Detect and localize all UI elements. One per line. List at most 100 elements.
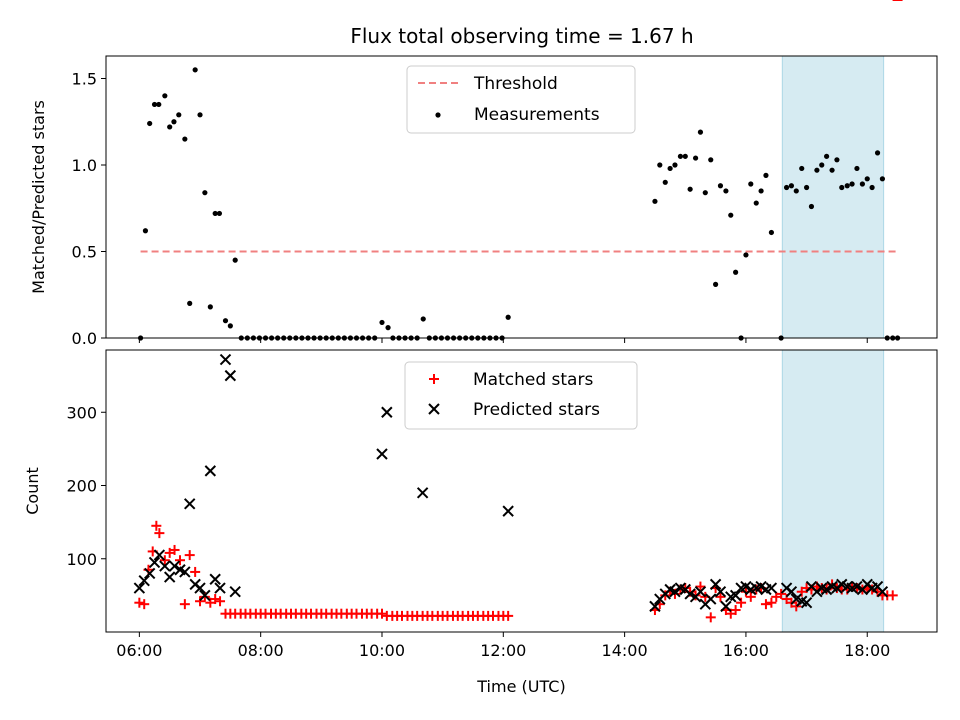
measurement-point — [763, 172, 769, 178]
matched-point — [175, 555, 186, 566]
matched-point — [766, 597, 777, 608]
measurement-point — [652, 198, 658, 204]
bottom-legend-box — [404, 361, 638, 430]
y-tick-label: 1.0 — [72, 156, 97, 175]
bottom-y-axis-label: Count — [23, 467, 42, 515]
bottom-panel-frame — [105, 349, 938, 633]
highlight-span — [781, 55, 885, 339]
legend-measurements-swatch — [435, 112, 441, 118]
matched-point — [199, 591, 210, 602]
measurement-point — [156, 101, 162, 108]
measurement-point — [799, 165, 805, 172]
matched-point — [887, 590, 898, 601]
measurement-point — [687, 186, 693, 192]
measurement-point — [793, 188, 799, 194]
matched-point — [503, 610, 514, 621]
measurement-point — [677, 153, 684, 159]
measurement-point — [232, 257, 238, 263]
matched-point — [695, 581, 706, 592]
matched-point — [736, 597, 747, 608]
measurement-point — [717, 183, 724, 189]
measurement-points — [137, 67, 901, 341]
measurement-point — [713, 281, 719, 287]
measurement-point — [216, 210, 223, 217]
measurement-point — [834, 157, 840, 163]
bottom-panel: 100 200 300 06:00 08:00 10:00 12:00 14:00 16:00… — [23, 0, 938, 696]
measurement-point — [142, 228, 149, 234]
predicted-point — [684, 588, 696, 600]
x-tick-label: 12:00 — [480, 641, 526, 660]
chart-title: Flux total observing time = 1.67 h — [350, 24, 693, 48]
measurement-point — [733, 269, 739, 275]
x-tick-label: 06:00 — [116, 641, 162, 660]
measurement-point — [808, 203, 815, 210]
measurement-point — [829, 167, 835, 173]
predicted-point — [381, 406, 393, 418]
measurement-point — [839, 184, 845, 191]
measurement-point — [167, 124, 173, 130]
measurement-point — [728, 212, 734, 218]
measurement-point — [748, 181, 754, 187]
predicted-point — [709, 578, 722, 591]
measurement-point — [788, 183, 795, 189]
measurement-point — [723, 188, 729, 194]
predicted-point — [785, 586, 798, 598]
measurement-point — [207, 304, 213, 310]
legend-measurements-label: Measurements — [474, 105, 600, 125]
measurement-point — [672, 162, 678, 168]
predicted-point — [194, 582, 206, 594]
measurement-point — [192, 67, 198, 73]
predicted-point — [720, 600, 732, 613]
measurement-point — [824, 153, 830, 159]
measurement-point — [692, 155, 699, 161]
matched-point — [134, 597, 145, 608]
matched-point — [151, 520, 162, 531]
measurement-point — [702, 190, 708, 196]
matched-point — [215, 596, 226, 607]
predicted-point — [168, 560, 181, 572]
measurement-point — [171, 119, 177, 125]
x-tick-label: 14:00 — [602, 641, 648, 660]
predicted-point — [224, 369, 237, 382]
top-panel: 0.0 0.5 1.0 1.5 Matched/Predicted stars Thr… — [29, 55, 938, 348]
legend-predicted-label: Predicted stars — [473, 400, 600, 420]
matched-point — [715, 591, 726, 602]
measurement-point — [753, 200, 759, 206]
matched-point — [195, 596, 206, 607]
matched-point — [791, 601, 802, 612]
measurement-point — [859, 181, 865, 187]
matched-point — [847, 581, 858, 592]
top-y-ticks: 0.0 0.5 1.0 1.5 — [72, 69, 106, 348]
predicted-point — [705, 593, 717, 605]
predicted-point — [694, 586, 707, 598]
measurement-point — [212, 210, 218, 217]
matched-point — [169, 544, 180, 555]
predicted-point — [148, 556, 161, 569]
measurement-point — [814, 167, 820, 173]
predicted-point — [138, 575, 150, 587]
measurement-point — [227, 323, 233, 329]
bottom-y-ticks: 100 200 300 — [66, 403, 106, 569]
predicted-point — [209, 573, 221, 585]
y-tick-label: 0.5 — [72, 242, 97, 261]
measurement-point — [768, 229, 775, 236]
predicted-point — [649, 600, 661, 613]
measurement-point — [505, 314, 511, 320]
matched-point — [760, 599, 771, 610]
predicted-point — [214, 582, 226, 594]
predicted-point — [376, 448, 388, 460]
matched-point — [190, 566, 201, 577]
predicted-point — [729, 589, 742, 602]
predicted-point — [800, 596, 813, 609]
predicted-point — [820, 583, 833, 596]
top-y-axis-label: Matched/Predicted stars — [29, 100, 48, 294]
predicted-point — [765, 582, 778, 594]
top-panel-frame — [105, 55, 938, 339]
measurement-point — [758, 188, 764, 194]
matched-point — [376, 608, 387, 619]
measurement-point — [682, 153, 688, 159]
top-highlight-span — [781, 55, 885, 339]
legend-x-marker — [428, 403, 440, 415]
matched-point — [159, 555, 170, 566]
